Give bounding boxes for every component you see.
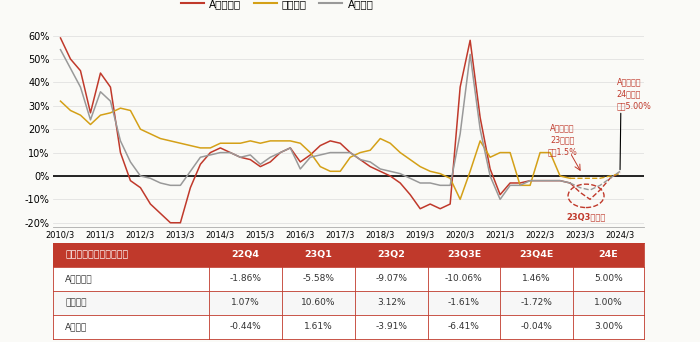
Text: 22Q4: 22Q4 <box>232 250 260 259</box>
Text: 1.46%: 1.46% <box>522 274 551 283</box>
Text: 5.00%: 5.00% <box>594 274 623 283</box>
Text: A股非金融: A股非金融 <box>65 274 92 283</box>
Legend: A股非金融, 金融服务, A股总体: A股非金融, 金融服务, A股总体 <box>177 0 377 13</box>
Text: -0.04%: -0.04% <box>521 322 552 331</box>
Text: 23Q4E: 23Q4E <box>519 250 554 259</box>
Text: 10.60%: 10.60% <box>301 298 335 307</box>
Text: -6.41%: -6.41% <box>448 322 480 331</box>
Text: 23Q2: 23Q2 <box>377 250 405 259</box>
Text: 1.61%: 1.61% <box>304 322 332 331</box>
Text: 23Q3盈利底: 23Q3盈利底 <box>566 212 606 221</box>
Text: -9.07%: -9.07% <box>375 274 407 283</box>
Text: -10.06%: -10.06% <box>445 274 483 283</box>
Text: -0.44%: -0.44% <box>230 322 262 331</box>
Text: -1.86%: -1.86% <box>230 274 262 283</box>
Text: 金融服务: 金融服务 <box>65 298 87 307</box>
Text: A股总体: A股总体 <box>65 322 88 331</box>
Text: -3.91%: -3.91% <box>375 322 407 331</box>
Text: A股非金融
23年预测
增速1.5%: A股非金融 23年预测 增速1.5% <box>547 123 577 156</box>
Text: 24E: 24E <box>598 250 618 259</box>
Text: -1.61%: -1.61% <box>448 298 480 307</box>
Text: A股非金融
24年预测
增速5.00%: A股非金融 24年预测 增速5.00% <box>617 78 652 110</box>
Text: 23Q3E: 23Q3E <box>447 250 481 259</box>
Text: -1.72%: -1.72% <box>521 298 552 307</box>
Text: -5.58%: -5.58% <box>302 274 335 283</box>
Text: 3.12%: 3.12% <box>377 298 405 307</box>
Text: 季度累计净利润同比增速: 季度累计净利润同比增速 <box>65 250 128 259</box>
Text: 1.00%: 1.00% <box>594 298 623 307</box>
Text: 1.07%: 1.07% <box>231 298 260 307</box>
Text: 3.00%: 3.00% <box>594 322 623 331</box>
Text: 23Q1: 23Q1 <box>304 250 332 259</box>
